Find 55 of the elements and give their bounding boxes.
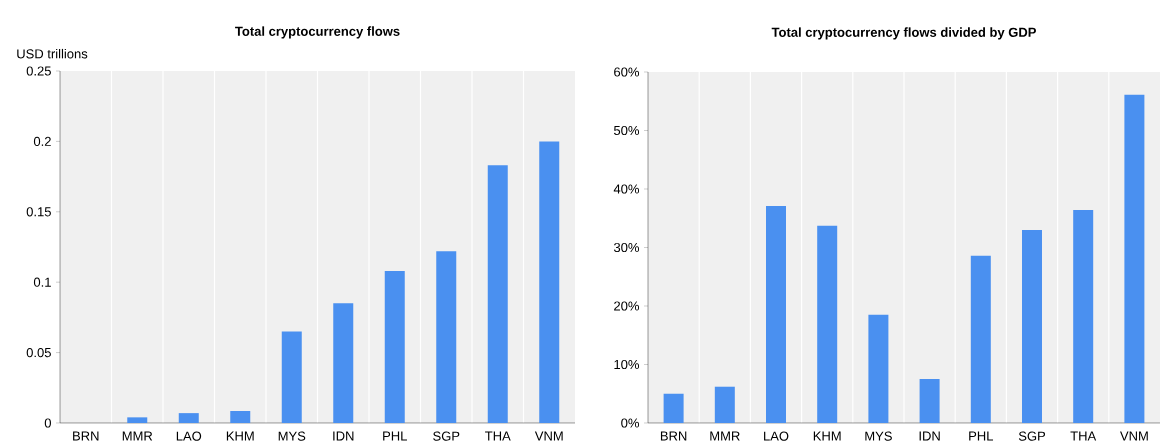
bar: [766, 205, 786, 423]
bar: [868, 314, 889, 423]
x-tick-label: LAO: [176, 431, 202, 441]
y-tick-label: 60%: [614, 67, 640, 77]
y-tick-label: 0.1: [33, 277, 51, 287]
bar: [1124, 94, 1145, 423]
x-tick-label: MMR: [122, 431, 153, 441]
x-tick-label: SGP: [433, 431, 460, 441]
x-tick-label: VNM: [1120, 431, 1148, 441]
bar: [714, 386, 735, 423]
bar: [384, 270, 405, 423]
bar: [436, 251, 457, 423]
bar: [663, 393, 684, 423]
x-tick-label: PHL: [383, 431, 407, 441]
y-tick-label: 50%: [613, 125, 640, 136]
y-tick-label: 10%: [614, 359, 640, 370]
y-tick-label: 0: [44, 418, 51, 428]
bar: [230, 411, 251, 423]
y-tick-label: 0.15: [26, 207, 51, 217]
x-tick-label: MYS: [278, 431, 306, 441]
bar: [487, 165, 508, 423]
bar: [1073, 210, 1094, 423]
x-tick-label: IDN: [919, 431, 940, 441]
y-tick-label: 0.05: [26, 347, 51, 358]
y-tick-label: 0%: [621, 418, 640, 428]
x-tick-label: LAO: [764, 431, 789, 441]
bar: [127, 417, 148, 423]
chart-title: Total cryptocurrency flows: [235, 26, 400, 39]
y-axis-title: USD trillions: [17, 48, 88, 59]
x-tick-label: BRN: [73, 431, 99, 441]
y-tick-label: 40%: [613, 184, 640, 194]
x-tick-label: SGP: [1018, 431, 1046, 441]
bar: [919, 379, 940, 423]
x-tick-label: KHM: [813, 431, 841, 441]
y-tick-label: 0.25: [26, 66, 51, 76]
bar: [817, 225, 838, 423]
chart-title: Total cryptocurrency flows divided by GDP: [771, 27, 1036, 40]
x-tick-label: IDN: [333, 431, 354, 441]
x-tick-label: VNM: [534, 431, 563, 441]
x-tick-label: PHL: [969, 431, 994, 441]
x-tick-label: KHM: [226, 431, 254, 441]
x-tick-label: THA: [485, 431, 511, 441]
y-tick-label: 30%: [613, 242, 640, 253]
bar: [1022, 229, 1042, 423]
x-tick-label: MMR: [710, 431, 740, 441]
bar: [539, 141, 560, 423]
x-tick-label: THA: [1070, 431, 1097, 441]
bar: [281, 331, 302, 423]
x-tick-label: BRN: [660, 431, 687, 441]
y-tick-label: 0.2: [33, 136, 51, 146]
bar: [333, 303, 354, 423]
bar: [970, 255, 991, 423]
bar: [178, 413, 199, 423]
y-tick-label: 20%: [614, 301, 640, 311]
x-tick-label: MYS: [865, 431, 892, 441]
